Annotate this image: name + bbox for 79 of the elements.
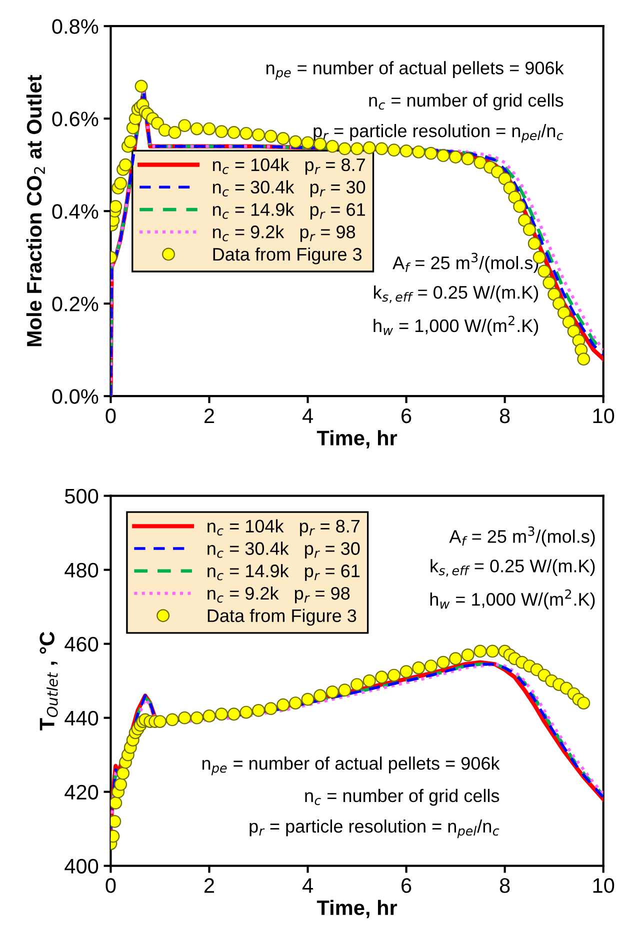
- annotation: k$_{s,eff}$ = 0.25 W/(m.K): [430, 559, 595, 577]
- annotation: h$_{w}$ = 1,000 W/(m$^{2}$.K): [374, 316, 538, 336]
- x-tick-label: 2: [204, 408, 214, 424]
- annotation: h$_{w}$ = 1,000 W/(m$^{2}$.K): [430, 589, 595, 610]
- annotation: n$_{c}$ = number of grid cells: [305, 788, 500, 806]
- x-tick-label: 6: [402, 878, 412, 893]
- point: [264, 702, 278, 716]
- y-tick-label: 0.4%: [52, 204, 98, 219]
- x-tick-label: 2: [204, 878, 214, 893]
- legend-label: n$_{c}$ = 14.9k p$_{r}$ = 61: [213, 202, 365, 220]
- point: [240, 706, 253, 719]
- point: [486, 644, 499, 658]
- point: [314, 689, 327, 702]
- y-tick-label: 480: [64, 562, 98, 578]
- y-tick-label: 460: [64, 636, 98, 652]
- point: [178, 711, 192, 724]
- point: [388, 668, 400, 682]
- point: [436, 656, 450, 669]
- y-tick-label: 0.0%: [52, 389, 98, 404]
- x-tick-label: 8: [500, 408, 510, 424]
- point: [227, 708, 240, 721]
- point: [461, 648, 474, 662]
- annotation: n$_{pe}$ = number of actual pellets = 906k: [266, 61, 564, 80]
- point: [400, 665, 413, 678]
- legend-label: Data from Figure 3: [213, 247, 362, 264]
- x-tick-label: 6: [402, 408, 412, 424]
- point: [252, 704, 265, 717]
- point: [375, 670, 388, 684]
- legend-label: n$_{c}$ = 30.4k p$_{r}$ = 30: [213, 180, 366, 198]
- annotation: A$_{f}$ = 25 m$^{3}$/(mol.s): [449, 526, 595, 546]
- point: [215, 708, 228, 721]
- point: [114, 778, 128, 791]
- x-tick-label: 0: [106, 408, 116, 424]
- point: [202, 710, 216, 722]
- y-tick-label: 0.6%: [52, 112, 98, 126]
- y-tick-label: 0.2%: [52, 296, 98, 312]
- y-axis-title: T$_{Outlet}$ , °C: [40, 632, 58, 730]
- point: [190, 711, 204, 724]
- legend-label: n$_{c}$ = 9.2k p$_{r}$ = 98: [213, 225, 356, 242]
- y-tick-label: 400: [64, 858, 98, 874]
- annotation: n$_{c}$ = number of grid cells: [369, 93, 564, 110]
- point: [412, 661, 426, 674]
- x-tick-label: 4: [302, 408, 313, 424]
- legend-label: n$_{c}$ = 30.4k p$_{r}$ = 30: [208, 542, 360, 559]
- point: [424, 660, 438, 672]
- point: [362, 674, 376, 688]
- y-tick-label: 500: [64, 488, 98, 504]
- x-tick-label: 0: [106, 878, 116, 893]
- legend-label: n$_{c}$ = 104k p$_{r}$ = 8.7: [213, 158, 365, 175]
- point: [110, 796, 122, 810]
- point: [338, 684, 352, 697]
- y-tick-label: 420: [64, 784, 98, 800]
- legend-label: Data from Figure 3: [208, 608, 356, 626]
- point: [577, 696, 590, 710]
- annotation: p$_{r}$ = particle resolution = n$_{pel}$/n$_{c}$: [250, 819, 500, 838]
- point: [288, 696, 302, 710]
- annotation: n$_{pe}$ = number of actual pellets = 906k: [202, 756, 500, 776]
- y-axis-title: Mole Fraction CO$_{2}$ at Outlet: [26, 75, 45, 346]
- point: [276, 698, 290, 712]
- legend-label: n$_{c}$ = 104k p$_{r}$ = 8.7: [208, 519, 360, 536]
- x-axis-title: Time, hr: [316, 430, 398, 448]
- point: [116, 766, 130, 780]
- y-tick-label: 440: [64, 710, 98, 726]
- x-tick-label: 10: [593, 408, 614, 424]
- point: [350, 678, 364, 691]
- x-axis-title: Time, hr: [316, 900, 398, 918]
- point: [301, 692, 314, 706]
- point: [449, 652, 462, 666]
- x-tick-label: 4: [302, 878, 313, 893]
- legend-label: n$_{c}$ = 14.9k p$_{r}$ = 61: [208, 564, 360, 581]
- x-tick-label: 10: [593, 878, 614, 893]
- annotation: k$_{s,eff}$ = 0.25 W/(m.K): [374, 286, 538, 304]
- point: [166, 713, 179, 726]
- point: [154, 715, 166, 728]
- x-tick-label: 8: [500, 878, 510, 893]
- y-tick-label: 0.8%: [52, 19, 98, 34]
- point: [326, 685, 339, 698]
- point: [474, 644, 487, 658]
- legend-label: n$_{c}$ = 9.2k p$_{r}$ = 98: [208, 586, 350, 604]
